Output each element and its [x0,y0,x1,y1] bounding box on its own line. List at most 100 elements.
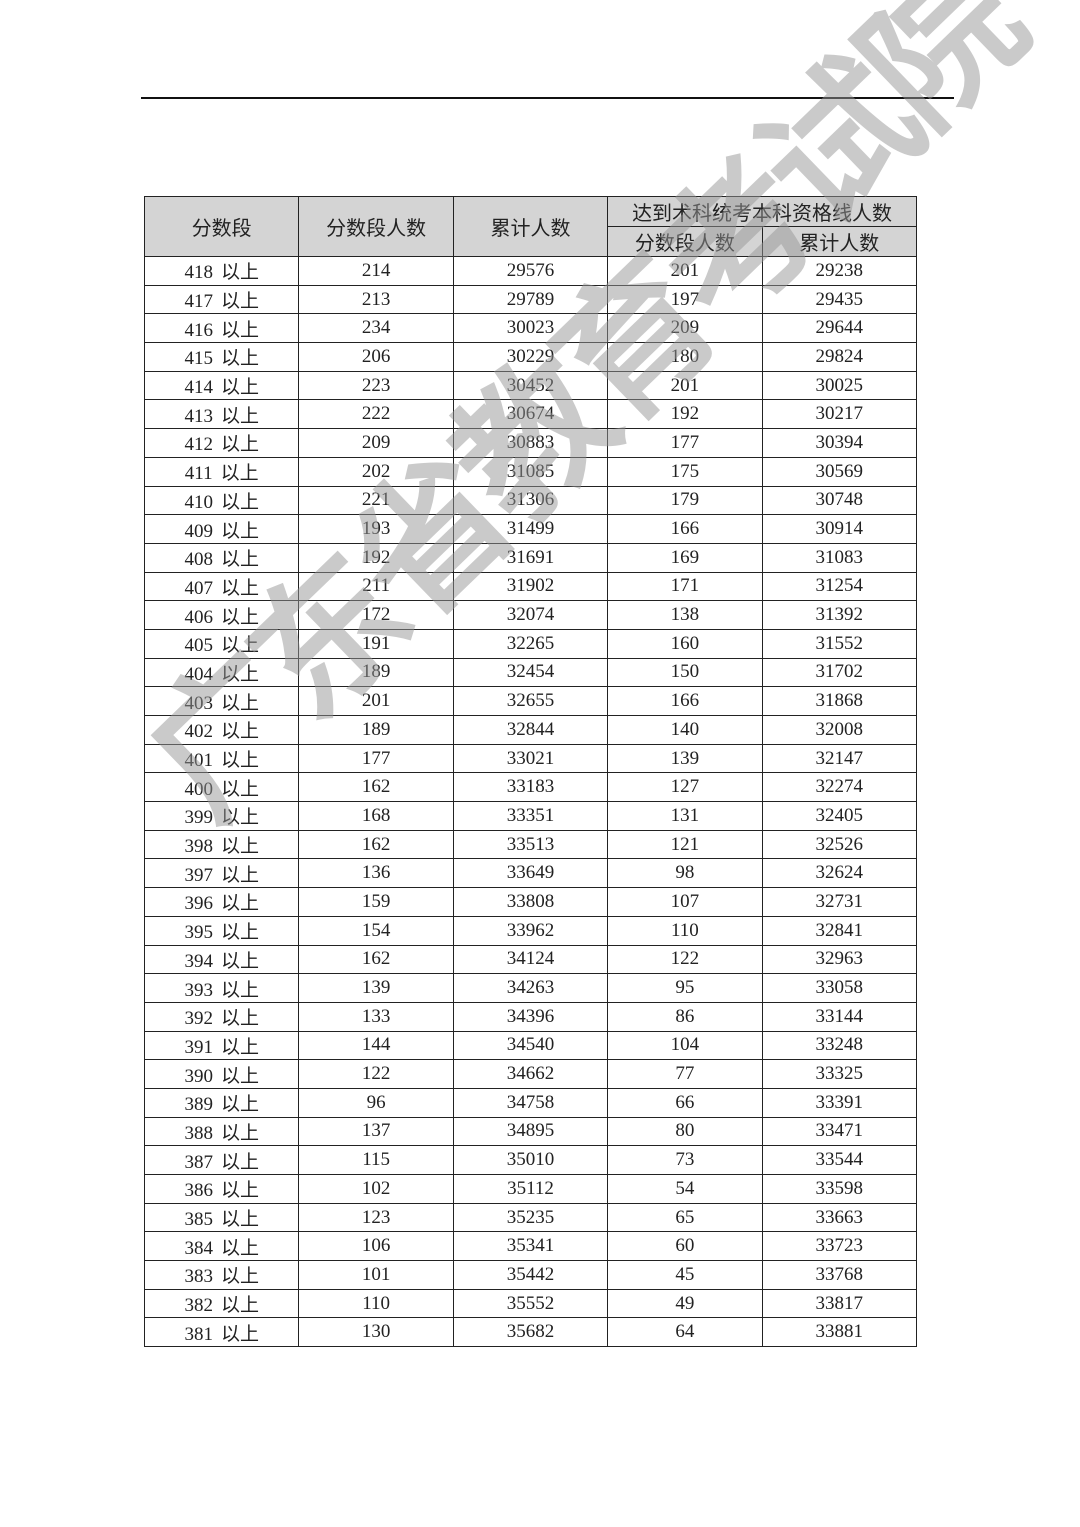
cell-cumulative-value: 33962 [506,919,555,941]
cell-cumulative-value: 31306 [506,489,555,511]
cell-cumulative-value: 32265 [506,632,555,654]
cell-qualified-cumulative: 29644 [761,313,917,344]
cell-qualified-cumulative-value: 32963 [815,948,864,970]
cell-score-value: 414 [184,377,213,399]
cell-qualified-count-value: 121 [670,833,700,855]
cell-count: 137 [298,1116,454,1147]
table-row: 381 以上 130 35682 64 33881 [143,1317,917,1348]
table-row: 411 以上 202 31085 175 30569 [143,456,917,487]
cell-cumulative: 33808 [452,887,609,917]
cell-qualified-count-value: 104 [670,1034,700,1056]
cell-qualified-count: 49 [607,1288,763,1319]
cell-qualified-count-value: 140 [670,718,700,740]
cell-count: 136 [298,858,454,889]
table-row: 399 以上 168 33351 131 32405 [143,801,917,831]
table-row: 387 以上 115 35010 73 33544 [143,1145,917,1175]
cell-count: 201 [298,686,454,716]
score-suffix: 以上 [220,1122,259,1144]
cell-qualified-count: 127 [607,772,763,803]
score-suffix: 以上 [220,663,259,685]
cell-score-value: 395 [184,922,213,944]
cell-count: 162 [298,772,454,803]
cell-cumulative-value: 34263 [506,977,555,999]
cell-count: 102 [298,1174,454,1204]
cell-cumulative: 31306 [452,485,609,516]
table-row: 389 以上 96 34758 66 33391 [143,1087,917,1118]
cell-qualified-cumulative-value: 29435 [815,288,864,310]
cell-score-value: 394 [184,950,213,972]
cell-qualified-count: 45 [607,1260,763,1290]
cell-qualified-count-value: 166 [670,690,700,712]
cell-cumulative: 35552 [452,1288,609,1319]
score-suffix: 以上 [220,319,259,341]
score-suffix: 以上 [220,692,259,714]
cell-cumulative-value: 30674 [506,403,555,425]
cell-cumulative-value: 32074 [506,604,555,626]
score-suffix: 以上 [220,950,259,972]
cell-score: 416 以上 [143,313,300,344]
cell-count: 168 [298,801,454,831]
header-count: 分数段人数 [298,196,454,257]
cell-count-value: 139 [361,977,391,999]
cell-score-value: 398 [184,836,213,858]
table-body: 418 以上 214 29576 201 29238 417 以上 213 29789 197 294… [143,256,917,1348]
cell-count-value: 162 [361,948,391,970]
cell-score-value: 402 [184,721,213,743]
cell-score-value: 405 [184,635,213,657]
cell-score: 400 以上 [143,772,300,803]
cell-cumulative: 32844 [452,715,609,745]
cell-count-value: 222 [361,403,391,425]
score-suffix: 以上 [220,807,259,829]
cell-cumulative-value: 35552 [506,1292,555,1314]
cell-count-value: 130 [361,1321,391,1343]
score-suffix: 以上 [220,1180,259,1202]
score-suffix: 以上 [220,979,259,1001]
table-row: 394 以上 162 34124 122 32963 [143,944,917,975]
table-row: 406 以上 172 32074 138 31392 [143,600,917,630]
table-row: 412 以上 209 30883 177 30394 [143,428,917,458]
cell-qualified-count-value: 175 [670,460,700,482]
cell-qualified-cumulative-value: 33544 [815,1149,864,1171]
cell-cumulative: 35341 [452,1231,609,1262]
table-row: 409 以上 193 31499 166 30914 [143,514,917,544]
cell-qualified-count-value: 209 [670,317,700,339]
cell-qualified-count: 95 [607,973,763,1003]
cell-qualified-count-value: 49 [675,1292,695,1314]
table-row: 401 以上 177 33021 139 32147 [143,743,917,774]
cell-score-value: 401 [184,750,213,772]
cell-qualified-cumulative: 31868 [761,686,917,716]
table-row: 416 以上 234 30023 209 29644 [143,313,917,344]
cell-qualified-cumulative-value: 33144 [815,1005,864,1027]
cell-qualified-cumulative-value: 30394 [815,431,864,453]
table-row: 397 以上 136 33649 98 32624 [143,858,917,889]
cell-count: 106 [298,1231,454,1262]
cell-cumulative: 31691 [452,542,609,573]
cell-count-value: 201 [361,690,391,712]
cell-qualified-count-value: 45 [675,1263,695,1285]
cell-score-value: 391 [184,1036,213,1058]
cell-score: 384 以上 [143,1231,300,1262]
header-cumulative: 累计人数 [452,196,609,257]
cell-qualified-cumulative-value: 29644 [815,317,864,339]
cell-cumulative: 34540 [452,1030,609,1061]
cell-qualified-count: 77 [607,1059,763,1089]
cell-cumulative: 33649 [452,858,609,889]
score-suffix: 以上 [220,1151,259,1173]
cell-qualified-cumulative-value: 33663 [815,1206,864,1228]
cell-qualified-count: 166 [607,514,763,544]
cell-score: 413 以上 [143,399,300,430]
cell-cumulative-value: 31902 [506,575,555,597]
table-row: 408 以上 192 31691 169 31083 [143,542,917,573]
cell-qualified-cumulative-value: 30748 [815,489,864,511]
cell-score: 405 以上 [143,628,300,659]
cell-qualified-count-value: 122 [670,948,700,970]
table-row: 395 以上 154 33962 110 32841 [143,915,917,946]
cell-count-value: 213 [361,288,391,310]
cell-count-value: 122 [361,1063,391,1085]
cell-count-value: 102 [361,1177,391,1199]
cell-score-value: 415 [184,348,213,370]
score-suffix: 以上 [220,893,259,915]
cell-cumulative-value: 35442 [506,1263,555,1285]
cell-count-value: 191 [361,632,391,654]
cell-qualified-cumulative: 30025 [761,370,917,401]
